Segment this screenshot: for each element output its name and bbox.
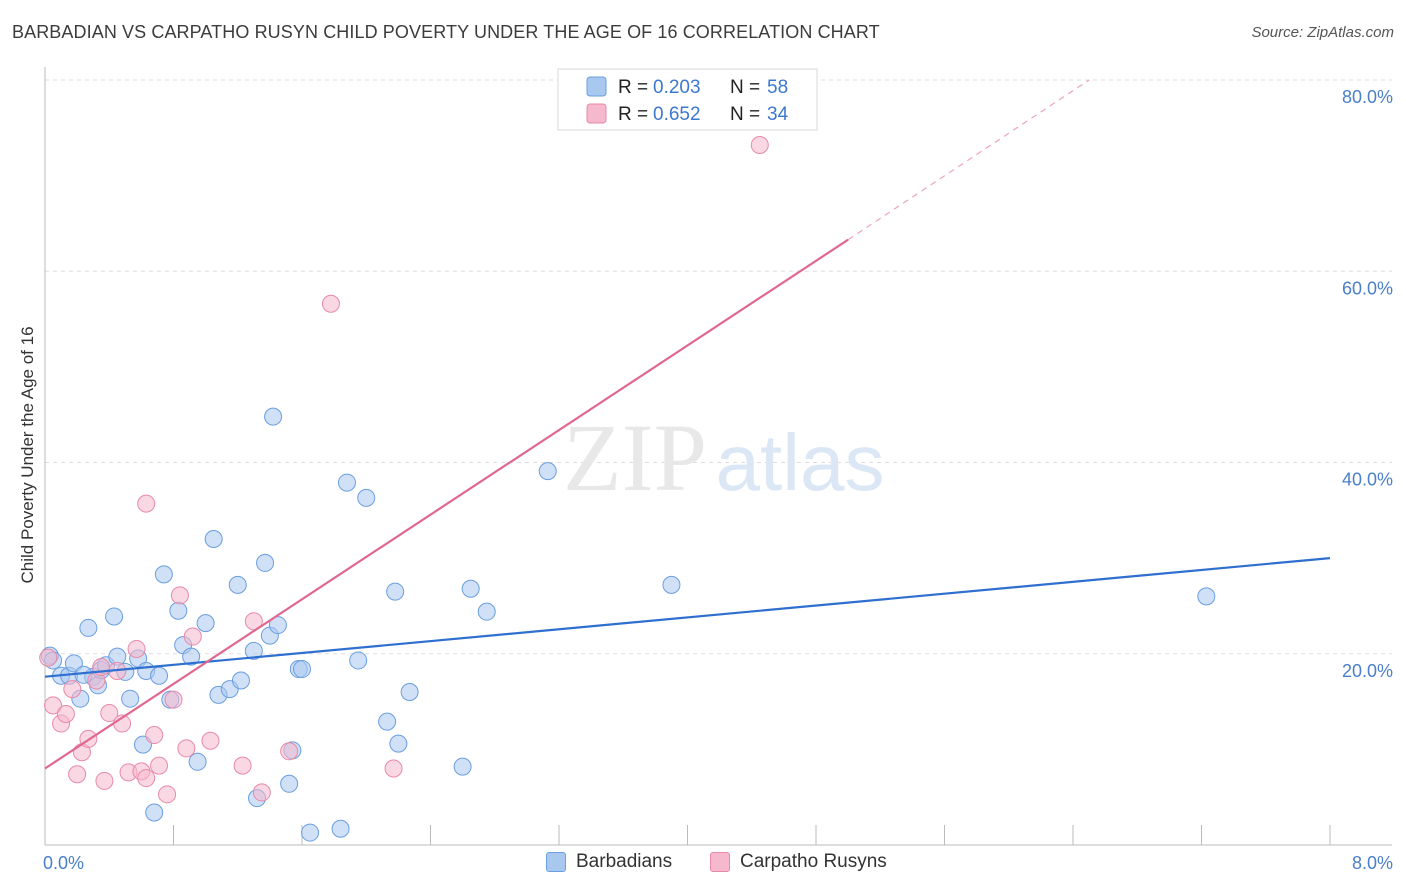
legend-swatch-barbadians bbox=[586, 76, 607, 97]
carpatho-rusyn-point-17 bbox=[137, 769, 156, 788]
barbadian-point-21 bbox=[169, 601, 188, 620]
carpatho-rusyn-point-31 bbox=[384, 759, 403, 778]
barbadian-point-31 bbox=[244, 641, 263, 660]
barbadian-point-23 bbox=[182, 647, 201, 666]
carpatho-rusyn-point-5 bbox=[68, 765, 87, 784]
carpatho-rusyn-point-33 bbox=[750, 136, 769, 155]
y-tick-label-1: 40.0% bbox=[1342, 470, 1393, 490]
carpatho-rusyn-point-1 bbox=[44, 696, 63, 715]
barbadian-point-40 bbox=[293, 660, 311, 679]
barbadian-point-26 bbox=[204, 530, 223, 548]
barbadian-point-30 bbox=[231, 671, 250, 690]
barbadian-point-41 bbox=[301, 823, 320, 842]
y-tick-label-2: 60.0% bbox=[1342, 278, 1393, 298]
tick-labels: 20.0% 40.0% 60.0% 80.0% 0.0% 8.0% bbox=[43, 87, 1393, 873]
carpatho-rusyn-point-26 bbox=[233, 756, 252, 775]
data-points bbox=[39, 136, 1216, 842]
legend-swatch-carpatho-rusyns bbox=[586, 103, 607, 124]
barbadian-point-46 bbox=[378, 712, 397, 731]
carpatho-rusyn-point-29 bbox=[280, 742, 299, 761]
legend-n-label-2: N = bbox=[730, 104, 760, 125]
carpatho-rusyn-point-3 bbox=[56, 704, 75, 723]
carpatho-rusyn-point-22 bbox=[170, 586, 189, 605]
legend-r-label-1: R = bbox=[618, 77, 648, 98]
watermark: ZIP atlas bbox=[563, 404, 884, 511]
barbadian-point-52 bbox=[477, 602, 496, 621]
carpatho-rusyn-point-28 bbox=[252, 783, 271, 802]
carpatho-rusyn-point-25 bbox=[201, 731, 220, 750]
watermark-atlas: atlas bbox=[716, 418, 885, 507]
barbadian-point-57 bbox=[145, 803, 164, 822]
carpatho-rusyn-point-23 bbox=[177, 739, 196, 758]
barbadian-point-55 bbox=[1197, 587, 1216, 606]
carpatho-rusyn-point-15 bbox=[127, 639, 146, 658]
barbadian-point-53 bbox=[538, 462, 557, 481]
barbadian-point-18 bbox=[150, 666, 169, 685]
legend-label-barbadians: Barbadians bbox=[576, 851, 673, 872]
barbadian-point-47 bbox=[389, 734, 408, 753]
barbadian-point-50 bbox=[453, 757, 472, 776]
legend-item-carpatho-rusyns[interactable]: Carpatho Rusyns bbox=[710, 851, 887, 873]
legend-label-carpatho-rusyns: Carpatho Rusyns bbox=[740, 851, 887, 872]
legend-n-label-1: N = bbox=[730, 77, 760, 98]
barbadian-point-11 bbox=[105, 607, 124, 626]
barbadian-point-19 bbox=[154, 565, 173, 584]
legend-n-value-1: 58 bbox=[767, 77, 788, 98]
legend-n-value-2: 34 bbox=[767, 104, 789, 125]
barbadian-point-4 bbox=[64, 654, 83, 673]
carpatho-rusyn-point-21 bbox=[164, 690, 183, 709]
carpatho-rusyn-point-10 bbox=[95, 771, 114, 790]
barbadian-point-42 bbox=[331, 819, 350, 838]
carpatho-rusyn-point-30 bbox=[321, 294, 340, 313]
barbadians-swatch bbox=[546, 852, 566, 872]
source-label: Source: ZipAtlas.com bbox=[1251, 24, 1394, 41]
carpatho-rusyn-point-20 bbox=[158, 785, 177, 804]
barbadian-point-48 bbox=[386, 582, 405, 601]
y-tick-label-3: 80.0% bbox=[1342, 87, 1393, 107]
barbadian-point-37 bbox=[280, 774, 299, 793]
carpatho-rusyn-point-19 bbox=[150, 756, 169, 775]
legend-r-value-2: 0.652 bbox=[653, 104, 701, 125]
barbadian-point-36 bbox=[268, 616, 287, 635]
barbadian-point-29 bbox=[228, 575, 247, 594]
carpatho-rusyn-point-24 bbox=[183, 627, 202, 646]
carpatho-rusyn-trend-extension bbox=[847, 79, 1090, 241]
axes bbox=[44, 67, 1392, 846]
barbadian-point-14 bbox=[121, 689, 140, 708]
gridlines bbox=[45, 79, 1392, 655]
carpatho-rusyn-point-32 bbox=[137, 494, 156, 513]
barbadian-point-51 bbox=[461, 579, 480, 598]
carpatho-rusyns-swatch bbox=[710, 852, 730, 872]
trend-lines bbox=[44, 79, 1331, 770]
barbadian-point-49 bbox=[400, 683, 419, 701]
barbadian-point-6 bbox=[79, 618, 98, 637]
barbadian-point-33 bbox=[256, 553, 275, 572]
barbadian-point-44 bbox=[349, 651, 368, 670]
carpatho-rusyn-point-18 bbox=[145, 726, 164, 745]
x-tick-label-0: 0.0% bbox=[43, 853, 84, 873]
legend-item-barbadians[interactable]: Barbadians bbox=[546, 851, 672, 873]
x-tick-label-1: 8.0% bbox=[1352, 853, 1393, 873]
carpatho-rusyn-trend-line bbox=[44, 238, 849, 770]
barbadian-point-43 bbox=[337, 473, 356, 492]
watermark-zip: ZIP bbox=[563, 404, 707, 511]
y-tick-label-0: 20.0% bbox=[1342, 661, 1393, 681]
barbadian-point-25 bbox=[196, 614, 215, 633]
barbadian-point-35 bbox=[264, 407, 283, 426]
legend-r-label-2: R = bbox=[618, 104, 648, 125]
chart-title: BARBADIAN VS CARPATHO RUSYN CHILD POVERT… bbox=[12, 22, 880, 42]
legend-r-value-1: 0.203 bbox=[653, 77, 701, 98]
barbadian-trend-line bbox=[44, 557, 1331, 678]
stats-legend: R = 0.203 N = 58 R = 0.652 N = 34 bbox=[557, 68, 818, 131]
barbadian-point-45 bbox=[357, 488, 376, 507]
bottom-legend: Barbadians Carpatho Rusyns bbox=[0, 851, 1406, 879]
barbadian-point-24 bbox=[188, 752, 207, 771]
barbadian-point-54 bbox=[662, 575, 681, 594]
carpatho-rusyn-point-11 bbox=[100, 704, 119, 723]
carpatho-rusyn-point-4 bbox=[63, 680, 82, 699]
carpatho-rusyn-point-0 bbox=[39, 648, 58, 667]
